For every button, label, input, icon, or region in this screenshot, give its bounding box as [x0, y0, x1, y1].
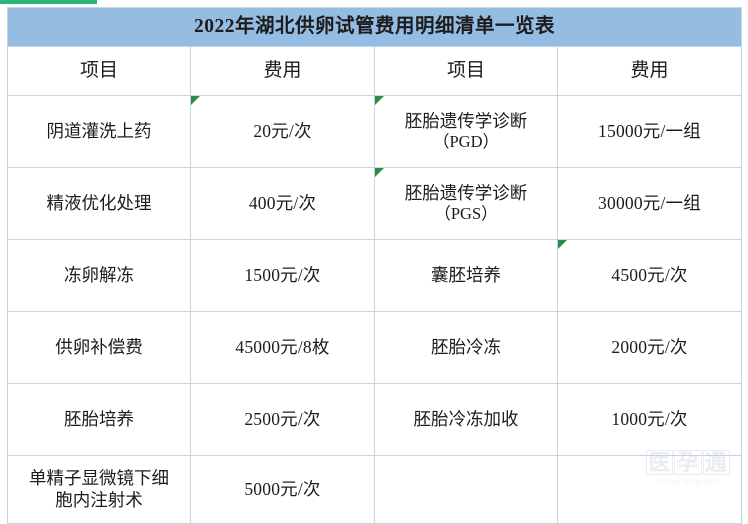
- item-name-line2: （PGD）: [432, 132, 499, 152]
- table-row: 阴道灌洗上药 20元/次 胚胎遗传学诊断 （PGD） 15000元/一组: [7, 95, 743, 168]
- column-header-item-left: 项目: [7, 46, 191, 96]
- column-header-fee-left: 费用: [190, 46, 375, 96]
- item-name-cell: 单精子显微镜下细 胞内注射术: [7, 455, 191, 524]
- item-fee-cell: 45000元/8枚: [190, 311, 375, 384]
- spreadsheet-sheet: 2022年湖北供卵试管费用明细清单一览表 项目 费用 项目 费用 阴道灌洗上药 …: [6, 7, 743, 524]
- item-name-line2: 胞内注射术: [55, 489, 143, 510]
- item-fee-cell: 5000元/次: [190, 455, 375, 524]
- item-name-cell: 冻卵解冻: [7, 239, 191, 312]
- table-row: 供卵补偿费 45000元/8枚 胚胎冷冻 2000元/次: [7, 311, 743, 384]
- item-name-line1: 胚胎遗传学诊断: [404, 182, 528, 203]
- fee-detail-table: 2022年湖北供卵试管费用明细清单一览表 项目 费用 项目 费用 阴道灌洗上药 …: [6, 7, 743, 524]
- item-name-line2: （PGS）: [434, 204, 498, 224]
- column-header-row: 项目 费用 项目 费用: [7, 46, 743, 96]
- item-fee-cell: 400元/次: [190, 167, 375, 240]
- cell-note-marker-icon: [375, 168, 384, 177]
- table-row: 精液优化处理 400元/次 胚胎遗传学诊断 （PGS） 30000元/一组: [7, 167, 743, 240]
- item-fee-cell: 4500元/次: [556, 239, 743, 312]
- item-name-cell: 胚胎遗传学诊断 （PGD）: [374, 95, 558, 168]
- item-fee-cell: 30000元/一组: [556, 167, 743, 240]
- column-header-fee-right: 费用: [556, 46, 743, 96]
- item-name-line1: 胚胎遗传学诊断: [404, 110, 528, 131]
- page-load-progress-bar: [0, 0, 748, 4]
- item-fee-cell: 2500元/次: [190, 383, 375, 456]
- cell-note-marker-icon: [191, 96, 200, 105]
- table-title-row: 2022年湖北供卵试管费用明细清单一览表: [6, 7, 743, 47]
- table-row: 冻卵解冻 1500元/次 囊胚培养 4500元/次: [7, 239, 743, 312]
- cell-note-marker-icon: [558, 240, 567, 249]
- item-fee-cell-empty: [556, 455, 743, 524]
- item-name-cell: 胚胎冷冻: [374, 311, 558, 384]
- item-name-cell: 供卵补偿费: [7, 311, 191, 384]
- item-fee-cell: 2000元/次: [556, 311, 743, 384]
- item-name-cell: 精液优化处理: [7, 167, 191, 240]
- fee-value: 20元/次: [253, 120, 312, 141]
- table-row: 单精子显微镜下细 胞内注射术 5000元/次: [7, 455, 743, 524]
- fee-value: 4500元/次: [611, 264, 688, 285]
- item-fee-cell: 1000元/次: [556, 383, 743, 456]
- item-name-cell-empty: [374, 455, 558, 524]
- page-load-progress-fill: [0, 0, 98, 4]
- column-header-item-right: 项目: [374, 46, 558, 96]
- table-row: 胚胎培养 2500元/次 胚胎冷冻加收 1000元/次: [7, 383, 743, 456]
- item-name-cell: 胚胎遗传学诊断 （PGS）: [374, 167, 558, 240]
- table-title: 2022年湖北供卵试管费用明细清单一览表: [6, 7, 743, 47]
- item-fee-cell: 20元/次: [190, 95, 375, 168]
- item-fee-cell: 15000元/一组: [556, 95, 743, 168]
- item-name-cell: 胚胎冷冻加收: [374, 383, 558, 456]
- item-name-line1: 单精子显微镜下细: [29, 468, 169, 489]
- item-fee-cell: 1500元/次: [190, 239, 375, 312]
- item-name-cell: 胚胎培养: [7, 383, 191, 456]
- item-name-cell: 囊胚培养: [374, 239, 558, 312]
- cell-note-marker-icon: [375, 96, 384, 105]
- item-name-cell: 阴道灌洗上药: [7, 95, 191, 168]
